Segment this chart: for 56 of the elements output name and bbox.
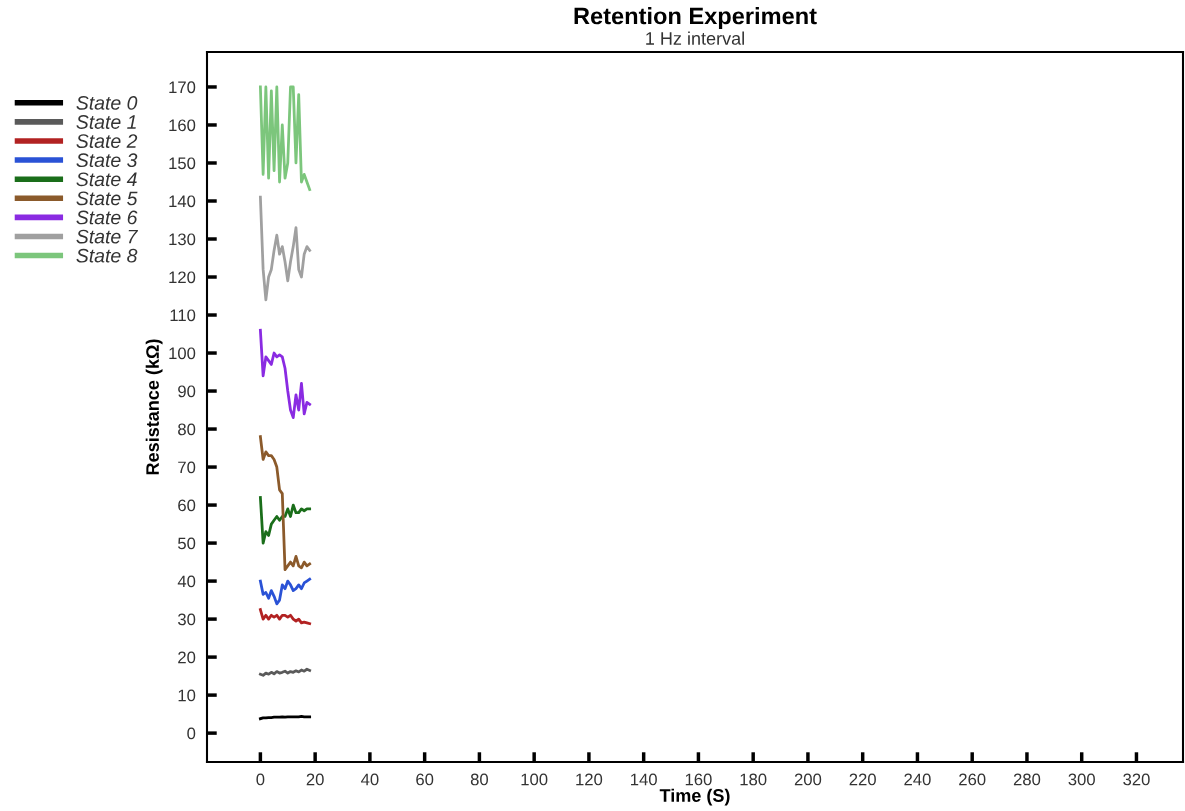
y-tick-label: 20 — [178, 651, 196, 664]
legend-label: State 6 — [76, 210, 138, 225]
legend-label: State 7 — [76, 229, 139, 244]
chart-title: Retention Experiment — [574, 7, 817, 30]
y-tick-label: 70 — [178, 461, 196, 474]
x-tick-label: 220 — [849, 773, 876, 786]
legend-label: State 4 — [76, 172, 137, 187]
y-tick-label: 140 — [169, 195, 196, 208]
y-tick-label: 110 — [170, 309, 196, 322]
y-tick-label: 130 — [169, 233, 196, 246]
line-series — [259, 496, 312, 545]
y-tick-label: 50 — [178, 537, 196, 550]
chart-subtitle: 1 Hz interval — [646, 31, 744, 45]
x-tick-label: 140 — [631, 773, 657, 786]
y-tick-label: 160 — [169, 119, 196, 132]
legend-label: State 0 — [76, 96, 138, 110]
x-tick-label: 80 — [470, 773, 489, 786]
line-series — [259, 435, 312, 572]
y-tick-label: 170 — [169, 81, 196, 94]
line-series — [259, 85, 312, 191]
x-axis-title: Time (S) — [659, 788, 730, 806]
x-tick-label: 200 — [794, 773, 822, 786]
y-tick-label: 30 — [177, 613, 196, 626]
x-tick-label: 0 — [256, 773, 265, 786]
line-series — [259, 195, 312, 302]
x-tick-label: 120 — [576, 773, 603, 786]
line-series — [259, 667, 312, 677]
x-tick-label: 320 — [1123, 773, 1150, 786]
x-tick-label: 60 — [416, 773, 434, 786]
y-tick-label: 150 — [169, 157, 196, 170]
y-tick-label: 80 — [178, 423, 196, 436]
legend-label: State 8 — [76, 248, 138, 263]
legend-label: State 2 — [76, 134, 138, 148]
y-tick-label: 0 — [187, 727, 196, 740]
x-tick-label: 280 — [1013, 773, 1041, 786]
y-tick-label: 40 — [177, 575, 196, 588]
line-series — [259, 608, 312, 626]
x-tick-label: 40 — [361, 773, 379, 786]
x-tick-label: 260 — [959, 773, 986, 786]
y-tick-label: 60 — [178, 499, 196, 512]
legend-label: State 3 — [76, 153, 138, 168]
x-tick-label: 100 — [521, 773, 548, 786]
y-tick-label: 120 — [169, 271, 196, 284]
x-tick-label: 160 — [685, 773, 712, 786]
line-series — [259, 577, 312, 606]
y-tick-label: 100 — [169, 347, 196, 360]
legend-label: State 5 — [76, 191, 138, 206]
y-axis-title: Resistance (kΩ) — [145, 339, 163, 475]
line-series — [259, 328, 312, 420]
legend-label: State 1 — [76, 115, 136, 129]
y-tick-label: 10 — [178, 689, 196, 702]
x-tick-label: 300 — [1068, 773, 1095, 786]
x-tick-label: 240 — [904, 773, 931, 786]
x-tick-label: 20 — [306, 773, 324, 786]
y-tick-label: 90 — [178, 385, 196, 398]
x-tick-label: 180 — [740, 773, 767, 786]
